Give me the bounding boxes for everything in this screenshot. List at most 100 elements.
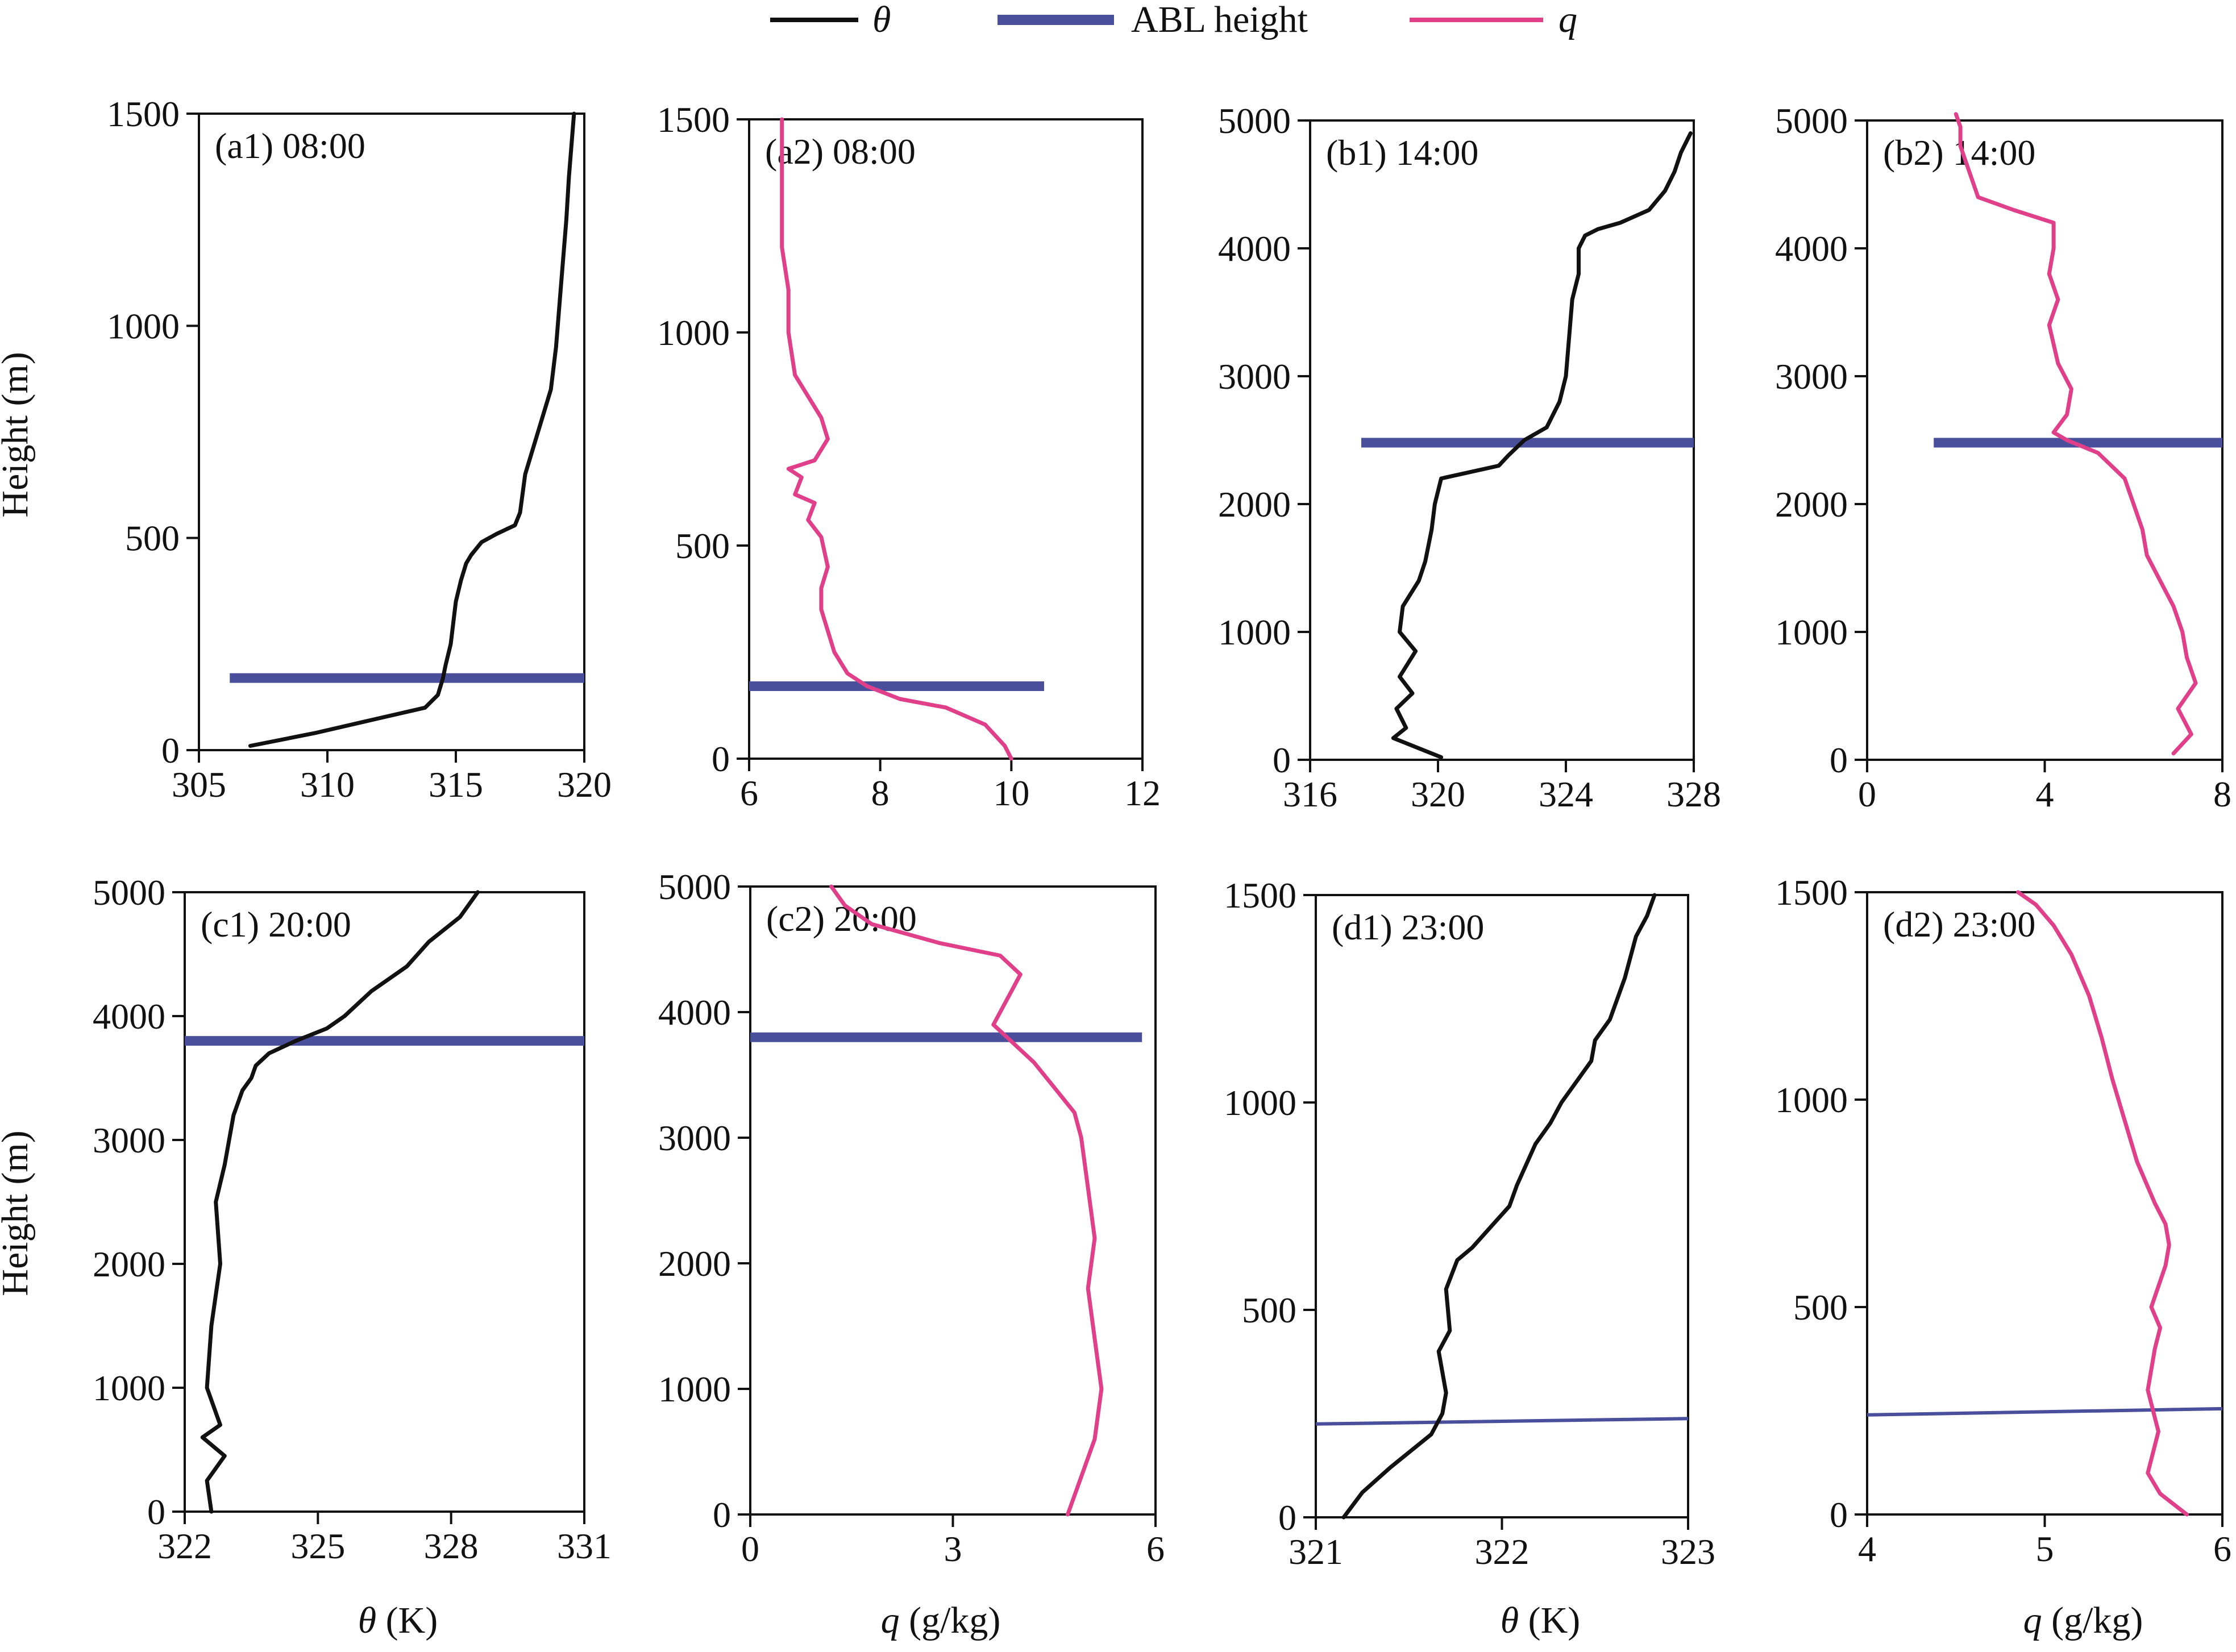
x-tick-label-b1-1: 320 (1411, 774, 1465, 814)
x-axis-label-q-2: q (g/kg) (2023, 1600, 2143, 1641)
y-tick-label-b2-4: 4000 (1775, 228, 1848, 269)
x-tick-label-a1-2: 315 (429, 764, 483, 805)
x-tick-label-d1-1: 322 (1475, 1532, 1530, 1572)
plot-frame-a1 (198, 113, 585, 751)
y-tick-label-b2-0: 0 (1830, 740, 1848, 780)
x-axis-label-q-1: q (g/kg) (881, 1600, 1001, 1641)
y-tick-label-c2-5: 5000 (658, 867, 731, 907)
panel-title-d1: (d1) 23:00 (1332, 907, 1484, 947)
abl-line-d2 (1867, 1407, 2223, 1417)
legend-q-label: q (1558, 0, 1577, 40)
theta-profile-b1 (1391, 131, 1693, 759)
panel-b1: 0 1000 2000 3000 4000 5000 316 320 324 328 (b1) 14… (1218, 101, 1721, 814)
y-tick-label-c2-3: 3000 (658, 1118, 731, 1158)
x-tick-label-d1-2: 323 (1661, 1532, 1715, 1572)
x-tick-label-b2-0: 0 (1858, 774, 1876, 814)
panel-a2: 0 500 1000 1500 6 8 10 12 (a2) 08:00 (657, 99, 1161, 813)
panel-title-b1: (b1) 14:00 (1326, 132, 1478, 173)
x-tick-label-c1-3: 331 (557, 1526, 612, 1566)
plot-frame-d2 (1866, 891, 2223, 1516)
y-tick-label-a1-1: 500 (125, 518, 180, 559)
x-tick-label-d2-0: 4 (1858, 1529, 1876, 1569)
legend-theta-label: θ (872, 0, 891, 40)
panel-c2: 0 1000 2000 3000 4000 5000 0 3 6 (c2) 20:00 (658, 867, 1165, 1569)
x-tick-label-b1-0: 316 (1283, 774, 1337, 814)
theta-profile-a1 (248, 111, 576, 748)
y-tick-label-b2-1: 1000 (1775, 612, 1848, 652)
y-tick-label-c1-1: 1000 (93, 1368, 165, 1408)
x-tick-label-c2-1: 3 (944, 1529, 962, 1569)
y-tick-label-a2-1: 500 (675, 526, 730, 566)
x-axis-label-theta-1: θ (K) (358, 1600, 438, 1641)
y-tick-label-b1-1: 1000 (1218, 612, 1291, 652)
panel-d1: 0 500 1000 1500 321 322 323 (d1) 23:00 (1224, 875, 1715, 1572)
x-tick-label-c2-2: 6 (1146, 1529, 1165, 1569)
y-tick-label-b1-5: 5000 (1218, 101, 1291, 141)
x-axis-label-theta-2: θ (K) (1501, 1600, 1581, 1641)
x-tick-label-a2-0: 6 (740, 773, 758, 813)
x-tick-label-c2-0: 0 (741, 1529, 759, 1569)
y-tick-label-c1-2: 2000 (93, 1244, 165, 1284)
panel-title-a2: (a2) 08:00 (765, 131, 916, 172)
x-tick-label-a1-0: 305 (172, 764, 226, 805)
x-tick-label-b1-2: 324 (1539, 774, 1593, 814)
x-tick-label-c1-1: 325 (290, 1526, 345, 1566)
y-tick-label-d2-3: 1500 (1775, 872, 1848, 913)
y-axis-label-bottom: Height (m) (0, 1130, 36, 1296)
panel-d2: 0 500 1000 1500 4 5 6 (d2) 23:00 (1775, 872, 2231, 1569)
x-tick-label-a1-3: 320 (557, 764, 612, 805)
panel-title-c1: (c1) 20:00 (201, 904, 351, 944)
x-tick-label-b1-3: 328 (1666, 774, 1721, 814)
plot-frame-c1 (184, 891, 585, 1513)
y-tick-label-c1-3: 3000 (93, 1120, 165, 1160)
x-tick-label-c1-2: 328 (424, 1526, 479, 1566)
plot-frame-a2 (748, 118, 1144, 760)
y-tick-label-d2-0: 0 (1830, 1495, 1848, 1535)
q-profile-c2 (829, 884, 1104, 1517)
y-tick-label-a2-0: 0 (712, 739, 730, 779)
y-tick-label-d2-1: 500 (1793, 1287, 1848, 1328)
y-tick-label-a1-2: 1000 (107, 306, 180, 346)
y-tick-label-d1-3: 1500 (1224, 875, 1296, 916)
y-tick-label-d2-2: 1000 (1775, 1080, 1848, 1120)
y-tick-label-c2-0: 0 (713, 1495, 731, 1535)
theta-profile-c1 (200, 890, 480, 1514)
panel-title-c2: (c2) 20:00 (766, 898, 917, 939)
y-tick-label-d1-2: 1000 (1224, 1083, 1296, 1123)
y-tick-label-c2-2: 2000 (658, 1243, 731, 1284)
legend-abl-label: ABL height (1131, 0, 1308, 40)
y-tick-label-a1-0: 0 (161, 730, 180, 771)
x-tick-label-c1-0: 322 (157, 1526, 212, 1566)
x-tick-label-a2-1: 8 (871, 773, 890, 813)
legend: θ ABL height q (770, 0, 1577, 40)
y-axis-label-top: Height (m) (0, 352, 36, 517)
x-tick-label-a2-2: 10 (993, 773, 1029, 813)
abl-line-d1 (1315, 1417, 1689, 1426)
plot-frame-c2 (749, 885, 1157, 1516)
y-tick-label-b1-2: 2000 (1218, 484, 1291, 525)
y-tick-label-b1-4: 4000 (1218, 228, 1291, 269)
y-tick-label-b1-3: 3000 (1218, 356, 1291, 397)
theta-profile-d1 (1341, 893, 1657, 1520)
x-tick-label-b2-1: 4 (2036, 774, 2054, 814)
panel-title-a1: (a1) 08:00 (215, 126, 365, 166)
q-profile-d2 (2016, 890, 2189, 1517)
x-tick-label-d1-0: 321 (1289, 1532, 1343, 1572)
y-tick-label-c1-4: 4000 (93, 996, 165, 1037)
x-tick-label-d2-1: 5 (2036, 1529, 2054, 1569)
y-tick-label-c2-1: 1000 (658, 1369, 731, 1409)
q-profile-a2 (780, 117, 1013, 761)
y-tick-label-d1-1: 500 (1242, 1290, 1296, 1330)
x-tick-label-d2-2: 6 (2213, 1529, 2231, 1569)
y-tick-label-b2-2: 2000 (1775, 484, 1848, 525)
x-tick-label-a1-1: 310 (300, 764, 355, 805)
x-tick-label-b2-2: 8 (2213, 774, 2231, 814)
q-profile-b2 (1954, 112, 2198, 756)
y-tick-label-a2-3: 1500 (657, 99, 730, 140)
y-tick-label-b2-5: 5000 (1775, 101, 1848, 141)
y-tick-label-b1-0: 0 (1273, 740, 1291, 780)
y-tick-label-b2-3: 3000 (1775, 356, 1848, 397)
y-tick-label-c2-4: 4000 (658, 992, 731, 1033)
